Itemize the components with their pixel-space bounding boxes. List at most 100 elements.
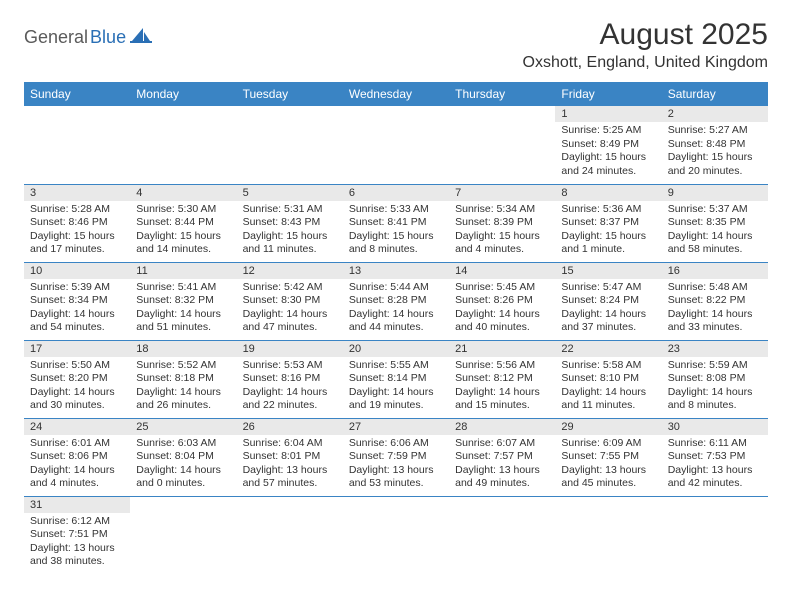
day-number: 16 [662,263,768,279]
daylight-text: Daylight: 15 hours and 17 minutes. [30,230,124,257]
sunrise-text: Sunrise: 5:55 AM [349,359,443,373]
calendar-cell: 25Sunrise: 6:03 AMSunset: 8:04 PMDayligh… [130,418,236,496]
sunset-text: Sunset: 8:30 PM [243,294,337,308]
sunset-text: Sunset: 8:16 PM [243,372,337,386]
day-number: 25 [130,419,236,435]
day-header: Friday [555,82,661,106]
day-number: 5 [237,185,343,201]
sunrise-text: Sunrise: 5:39 AM [30,281,124,295]
sunrise-text: Sunrise: 5:41 AM [136,281,230,295]
day-content: Sunrise: 6:03 AMSunset: 8:04 PMDaylight:… [130,435,236,496]
day-header: Thursday [449,82,555,106]
daylight-text: Daylight: 13 hours and 38 minutes. [30,542,124,569]
day-content: Sunrise: 5:44 AMSunset: 8:28 PMDaylight:… [343,279,449,340]
sunset-text: Sunset: 8:35 PM [668,216,762,230]
daylight-text: Daylight: 15 hours and 4 minutes. [455,230,549,257]
calendar-cell [343,496,449,574]
day-number: 1 [555,106,661,122]
calendar-cell: 24Sunrise: 6:01 AMSunset: 8:06 PMDayligh… [24,418,130,496]
sunset-text: Sunset: 8:46 PM [30,216,124,230]
calendar-cell [130,496,236,574]
daylight-text: Daylight: 14 hours and 44 minutes. [349,308,443,335]
sunrise-text: Sunrise: 6:06 AM [349,437,443,451]
sunset-text: Sunset: 7:57 PM [455,450,549,464]
sunrise-text: Sunrise: 5:37 AM [668,203,762,217]
sunrise-text: Sunrise: 5:58 AM [561,359,655,373]
day-number: 19 [237,341,343,357]
month-title: August 2025 [523,18,768,52]
sunrise-text: Sunrise: 5:59 AM [668,359,762,373]
day-content: Sunrise: 6:11 AMSunset: 7:53 PMDaylight:… [662,435,768,496]
calendar-cell [555,496,661,574]
calendar-cell [343,106,449,184]
sunset-text: Sunset: 8:01 PM [243,450,337,464]
calendar-cell: 17Sunrise: 5:50 AMSunset: 8:20 PMDayligh… [24,340,130,418]
daylight-text: Daylight: 14 hours and 4 minutes. [30,464,124,491]
sunset-text: Sunset: 8:44 PM [136,216,230,230]
sunrise-text: Sunrise: 5:48 AM [668,281,762,295]
calendar-row: 3Sunrise: 5:28 AMSunset: 8:46 PMDaylight… [24,184,768,262]
daylight-text: Daylight: 14 hours and 58 minutes. [668,230,762,257]
sunrise-text: Sunrise: 5:27 AM [668,124,762,138]
day-content: Sunrise: 5:50 AMSunset: 8:20 PMDaylight:… [24,357,130,418]
logo: General Blue [24,26,152,49]
sunrise-text: Sunrise: 5:45 AM [455,281,549,295]
calendar-row: 24Sunrise: 6:01 AMSunset: 8:06 PMDayligh… [24,418,768,496]
sunset-text: Sunset: 8:28 PM [349,294,443,308]
sunrise-text: Sunrise: 5:25 AM [561,124,655,138]
daylight-text: Daylight: 14 hours and 54 minutes. [30,308,124,335]
daylight-text: Daylight: 15 hours and 8 minutes. [349,230,443,257]
calendar-cell: 19 Sunrise: 5:53 AMSunset: 8:16 PMDayligh… [237,340,343,418]
sunrise-text: Sunrise: 5:30 AM [136,203,230,217]
day-number: 26 [237,419,343,435]
calendar-row: 31Sunrise: 6:12 AMSunset: 7:51 PMDayligh… [24,496,768,574]
calendar-cell: 18Sunrise: 5:52 AMSunset: 8:18 PMDayligh… [130,340,236,418]
day-content: Sunrise: 6:09 AMSunset: 7:55 PMDaylight:… [555,435,661,496]
day-content: Sunrise: 6:06 AMSunset: 7:59 PMDaylight:… [343,435,449,496]
sunset-text: Sunset: 8:08 PM [668,372,762,386]
sunrise-text: Sunrise: 5:33 AM [349,203,443,217]
day-number: 20 [343,341,449,357]
daylight-text: Daylight: 14 hours and 22 minutes. [243,386,337,413]
day-number: 8 [555,185,661,201]
calendar-cell: 5Sunrise: 5:31 AMSunset: 8:43 PMDaylight… [237,184,343,262]
sunrise-text: Sunrise: 6:04 AM [243,437,337,451]
day-number: 9 [662,185,768,201]
sunrise-text: Sunrise: 5:52 AM [136,359,230,373]
calendar-cell: 28Sunrise: 6:07 AMSunset: 7:57 PMDayligh… [449,418,555,496]
day-content: Sunrise: 5:45 AMSunset: 8:26 PMDaylight:… [449,279,555,340]
calendar-cell: 16Sunrise: 5:48 AMSunset: 8:22 PMDayligh… [662,262,768,340]
sunset-text: Sunset: 7:53 PM [668,450,762,464]
calendar-cell [662,496,768,574]
day-header: Tuesday [237,82,343,106]
sunrise-text: Sunrise: 5:53 AM [243,359,337,373]
day-number: 31 [24,497,130,513]
day-content: Sunrise: 6:01 AMSunset: 8:06 PMDaylight:… [24,435,130,496]
day-header: Saturday [662,82,768,106]
sunrise-text: Sunrise: 5:34 AM [455,203,549,217]
sunset-text: Sunset: 8:14 PM [349,372,443,386]
sunrise-text: Sunrise: 5:50 AM [30,359,124,373]
daylight-text: Daylight: 15 hours and 24 minutes. [561,151,655,178]
day-number: 22 [555,341,661,357]
calendar-table: Sunday Monday Tuesday Wednesday Thursday… [24,82,768,574]
sunset-text: Sunset: 8:37 PM [561,216,655,230]
daylight-text: Daylight: 14 hours and 37 minutes. [561,308,655,335]
daylight-text: Daylight: 14 hours and 47 minutes. [243,308,337,335]
sunrise-text: Sunrise: 6:11 AM [668,437,762,451]
daylight-text: Daylight: 15 hours and 14 minutes. [136,230,230,257]
daylight-text: Daylight: 13 hours and 42 minutes. [668,464,762,491]
day-content: Sunrise: 5:47 AMSunset: 8:24 PMDaylight:… [555,279,661,340]
sunset-text: Sunset: 8:06 PM [30,450,124,464]
logo-text-general: General [24,27,88,48]
daylight-text: Daylight: 14 hours and 30 minutes. [30,386,124,413]
daylight-text: Daylight: 14 hours and 8 minutes. [668,386,762,413]
calendar-cell: 21Sunrise: 5:56 AMSunset: 8:12 PMDayligh… [449,340,555,418]
sunset-text: Sunset: 8:41 PM [349,216,443,230]
day-number: 13 [343,263,449,279]
daylight-text: Daylight: 14 hours and 15 minutes. [455,386,549,413]
sunset-text: Sunset: 8:18 PM [136,372,230,386]
sunrise-text: Sunrise: 6:12 AM [30,515,124,529]
daylight-text: Daylight: 14 hours and 19 minutes. [349,386,443,413]
day-content: Sunrise: 5:33 AMSunset: 8:41 PMDaylight:… [343,201,449,262]
